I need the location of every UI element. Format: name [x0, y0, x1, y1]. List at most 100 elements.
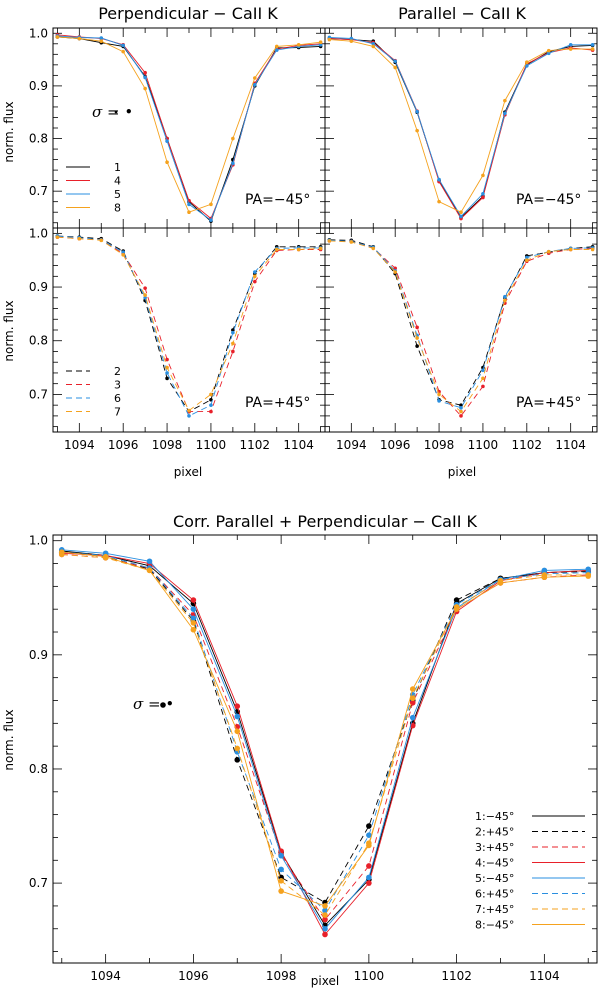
data-point-5: [143, 75, 147, 80]
data-point-5: [393, 59, 397, 63]
data-point-7: [274, 247, 279, 252]
data-point-8: [415, 128, 419, 133]
data-point-3: [481, 384, 485, 389]
data-point-6: [525, 255, 529, 260]
data-point-5: [99, 36, 104, 40]
pa-annotation-mid-left: PA=+45°: [245, 395, 310, 411]
series-line-7: [329, 240, 593, 413]
x-tick-label: 1104: [555, 438, 586, 452]
data-point-8: [409, 686, 416, 692]
data-point-5: [121, 43, 125, 48]
data-point-8: [541, 574, 548, 581]
series-line-8: [329, 39, 593, 213]
data-point-3: [322, 916, 328, 923]
data-point-4: [190, 597, 197, 603]
data-point-3: [459, 414, 463, 418]
data-point-8: [278, 888, 284, 894]
data-point-8: [102, 553, 109, 560]
pa-annotation-mid-right: PA=+45°: [516, 395, 581, 411]
x-tick-label: 1094: [90, 969, 121, 983]
xlabel-left: pixel: [174, 465, 202, 479]
data-point-5: [415, 109, 419, 114]
x-tick-label: 1096: [178, 969, 209, 983]
data-point-7: [278, 878, 284, 884]
data-point-5: [231, 161, 235, 166]
data-point-7: [190, 620, 197, 626]
x-tick-label: 1098: [424, 438, 455, 452]
data-point-8: [497, 580, 504, 586]
y-tick-label: 1.0: [29, 534, 48, 548]
data-point-5: [318, 43, 323, 47]
data-point-2: [366, 823, 372, 829]
legend-label-5: 5: [114, 188, 121, 201]
data-point-5: [349, 36, 354, 41]
sigma-label-bottom: σ = •: [133, 695, 174, 713]
data-point-6: [187, 414, 191, 418]
data-point-5: [503, 111, 507, 116]
data-point-5: [165, 139, 169, 143]
y-tick-label: 0.9: [29, 648, 48, 662]
data-point-7: [525, 258, 529, 263]
legend-label-6: 6: [114, 392, 121, 405]
data-point-5: [568, 43, 573, 47]
data-point-8: [121, 49, 125, 54]
x-tick-label: 1102: [441, 969, 472, 983]
data-point-8: [349, 39, 354, 43]
data-point-8: [503, 98, 507, 103]
data-point-4: [143, 70, 147, 75]
y-tick-label: 0.9: [29, 79, 48, 93]
x-tick-label: 1096: [380, 438, 411, 452]
x-tick-label: 1094: [64, 438, 95, 452]
y-tick-label: 1.0: [29, 26, 48, 40]
data-point-5: [146, 558, 153, 565]
legend-label-8: 8:−45°: [475, 919, 514, 932]
data-point-7: [393, 270, 397, 274]
data-point-7: [437, 392, 441, 397]
legend-label-5: 5:−45°: [475, 872, 514, 885]
data-point-6: [278, 866, 284, 873]
series-line-6: [57, 235, 321, 417]
data-point-7: [55, 235, 60, 239]
data-point-7: [568, 247, 573, 252]
data-point-6: [231, 330, 235, 335]
data-point-8: [209, 202, 213, 207]
data-point-7: [143, 293, 147, 297]
data-point-8: [231, 136, 235, 141]
data-point-3: [415, 325, 419, 330]
legend-label-3: 3: [114, 379, 121, 392]
data-point-8: [322, 903, 328, 909]
data-point-7: [231, 341, 235, 346]
data-point-8: [146, 567, 153, 574]
data-point-8: [187, 210, 191, 215]
data-point-3: [165, 357, 169, 362]
data-point-8: [546, 48, 551, 53]
data-point-5: [481, 191, 485, 196]
data-point-7: [187, 408, 191, 413]
data-point-5: [234, 713, 241, 720]
legend-label-3: 3:+45°: [475, 841, 514, 854]
data-point-7: [590, 247, 595, 252]
legend-label-2: 2: [114, 365, 121, 378]
data-point-6: [459, 406, 463, 410]
sigma-marker-bottom: [160, 702, 166, 708]
x-tick-label: 1098: [152, 438, 183, 452]
data-point-2: [234, 757, 241, 763]
data-point-5: [437, 177, 441, 182]
x-tick-label: 1100: [468, 438, 499, 452]
x-tick-label: 1102: [512, 438, 543, 452]
sigma-label-top: σ = •: [92, 103, 133, 121]
data-point-4: [234, 703, 241, 709]
legend-label-1: 1:−45°: [475, 810, 514, 823]
data-point-8: [393, 65, 397, 70]
data-point-7: [121, 253, 125, 257]
series-line-2: [57, 235, 321, 413]
title-combined: Corr. Parallel + Perpendicular − CaII K: [173, 512, 478, 531]
data-point-2: [165, 376, 169, 381]
data-point-8: [366, 842, 372, 849]
legend-label-7: 7:+45°: [475, 903, 514, 916]
data-point-8: [143, 86, 147, 91]
data-point-7: [371, 246, 376, 251]
data-point-7: [99, 238, 104, 243]
